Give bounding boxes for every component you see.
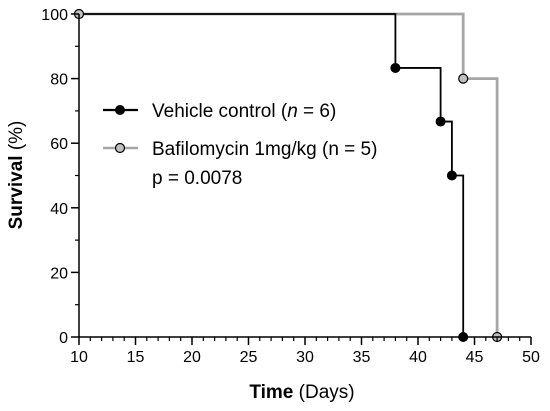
- x-axis-title-bold: Time: [249, 382, 293, 403]
- series-layer: [73, 8, 503, 343]
- data-point-vehicle: [446, 170, 457, 181]
- y-axis-title: Survival (%): [6, 121, 27, 230]
- series-line-bafilomycin: [79, 12, 499, 337]
- legend-label-vehicle-italic: n: [287, 101, 298, 122]
- legend-entry-vehicle: Vehicle control (n = 6): [103, 101, 336, 122]
- x-tick-label: 40: [409, 349, 427, 366]
- data-point-bafilomycin: [458, 73, 469, 84]
- x-tick-label: 15: [127, 349, 145, 366]
- x-tick-label: 30: [296, 349, 314, 366]
- x-tick-label: 10: [70, 349, 88, 366]
- data-point-vehicle: [390, 62, 401, 73]
- legend-marker-bafilomycin: [114, 142, 126, 154]
- legend-label-vehicle: Vehicle control (n = 6): [152, 101, 336, 122]
- legend: Vehicle control (n = 6) Bafilomycin 1mg/…: [103, 101, 377, 189]
- y-tick-label: 60: [50, 136, 68, 153]
- legend-marker-vehicle: [115, 105, 125, 115]
- y-axis-title-bold: Survival: [6, 155, 27, 229]
- x-tick-label: 20: [183, 349, 201, 366]
- y-tick-label: 100: [41, 7, 68, 24]
- p-value-annotation: p = 0.0078: [152, 168, 242, 189]
- legend-entry-bafilomycin: Bafilomycin 1mg/kg (n = 5): [103, 139, 377, 160]
- x-axis-title: Time (Days): [249, 382, 354, 403]
- legend-label-vehicle-prefix: Vehicle control (: [152, 101, 288, 122]
- y-tick-label: 0: [59, 330, 68, 347]
- legend-label-bafilomycin: Bafilomycin 1mg/kg (n = 5): [152, 139, 377, 160]
- axes-layer: 10 15 20 25 30 35 40 45 50 0 20 40 60 80 100: [41, 7, 540, 366]
- x-axis-title-rest: (Days): [293, 382, 354, 403]
- y-tick-label: 20: [50, 265, 68, 282]
- y-tick-label: 40: [50, 201, 68, 218]
- legend-label-vehicle-suffix: = 6): [298, 101, 337, 122]
- series-line-vehicle: [79, 13, 465, 337]
- x-tick-label: 35: [353, 349, 371, 366]
- x-tick-label: 50: [522, 349, 540, 366]
- y-tick-label: 80: [50, 72, 68, 89]
- x-tick-label: 25: [240, 349, 258, 366]
- data-point-vehicle: [435, 116, 446, 127]
- y-axis-title-rest: (%): [6, 121, 27, 156]
- x-tick-label: 45: [466, 349, 484, 366]
